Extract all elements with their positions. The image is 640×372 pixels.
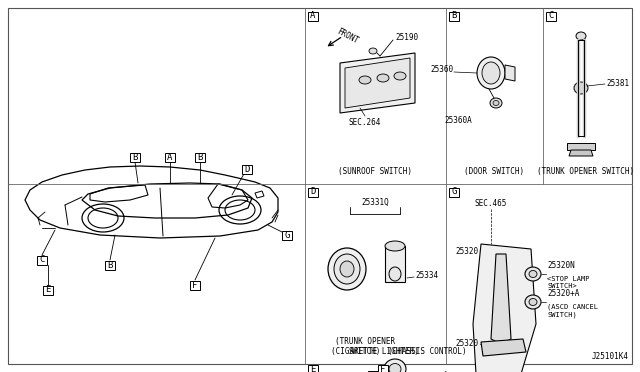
Ellipse shape <box>525 267 541 281</box>
Bar <box>282 231 292 240</box>
Text: 25360A: 25360A <box>444 116 472 125</box>
Ellipse shape <box>529 270 537 278</box>
Polygon shape <box>481 339 526 356</box>
Bar <box>385 246 405 282</box>
Bar <box>195 153 205 161</box>
Ellipse shape <box>529 298 537 305</box>
Bar <box>165 153 175 161</box>
Text: E: E <box>310 365 316 372</box>
Ellipse shape <box>389 267 401 281</box>
Ellipse shape <box>334 254 360 284</box>
Text: (SUNROOF SWITCH): (SUNROOF SWITCH) <box>338 167 412 176</box>
Ellipse shape <box>574 82 588 94</box>
Text: 25320: 25320 <box>456 247 479 257</box>
Polygon shape <box>345 58 410 108</box>
Text: B: B <box>451 12 457 20</box>
Ellipse shape <box>384 359 406 372</box>
Ellipse shape <box>477 57 505 89</box>
Text: 25334: 25334 <box>415 272 438 280</box>
Bar <box>190 280 200 289</box>
Text: B: B <box>132 153 138 161</box>
Text: (DOOR SWITCH): (DOOR SWITCH) <box>464 167 524 176</box>
Text: (CHASSIS CONTROL): (CHASSIS CONTROL) <box>388 347 467 356</box>
Ellipse shape <box>493 100 499 106</box>
Bar <box>308 187 318 196</box>
Text: 25320+A: 25320+A <box>547 289 579 298</box>
Bar <box>130 153 140 161</box>
Bar <box>449 12 459 20</box>
Polygon shape <box>340 53 415 113</box>
Polygon shape <box>491 254 511 344</box>
Bar <box>43 285 53 295</box>
Bar <box>378 365 388 372</box>
Text: FRONT: FRONT <box>335 27 360 45</box>
Text: B: B <box>108 260 113 269</box>
Ellipse shape <box>369 48 377 54</box>
Bar <box>449 187 459 196</box>
Text: E: E <box>45 285 51 295</box>
Ellipse shape <box>377 74 389 82</box>
Bar <box>546 12 556 20</box>
Bar <box>308 365 318 372</box>
Bar <box>242 164 252 173</box>
Ellipse shape <box>340 261 354 277</box>
Text: D: D <box>310 187 316 196</box>
Text: 25381: 25381 <box>606 78 629 87</box>
Polygon shape <box>473 244 536 372</box>
Text: (TRUNK OPENER SWITCH): (TRUNK OPENER SWITCH) <box>538 167 635 176</box>
Text: 25331Q: 25331Q <box>361 198 389 206</box>
Text: SEC.465: SEC.465 <box>475 199 507 208</box>
Text: SEC.264: SEC.264 <box>349 118 381 127</box>
Text: (ASCD CANCEL
SWITCH): (ASCD CANCEL SWITCH) <box>547 304 598 318</box>
Text: 25190: 25190 <box>395 33 418 42</box>
Text: G: G <box>284 231 290 240</box>
Bar <box>308 12 318 20</box>
Text: B: B <box>197 153 203 161</box>
Text: (TRUNK OPENER
SWITCH): (TRUNK OPENER SWITCH) <box>335 337 395 356</box>
Polygon shape <box>569 150 593 156</box>
Bar <box>105 260 115 269</box>
Text: FRONT: FRONT <box>439 371 464 372</box>
Polygon shape <box>567 143 595 150</box>
Text: F: F <box>192 280 198 289</box>
Ellipse shape <box>576 32 586 40</box>
Ellipse shape <box>490 98 502 108</box>
Bar <box>368 371 382 372</box>
Text: A: A <box>167 153 173 161</box>
Ellipse shape <box>482 62 500 84</box>
Text: (CIGARETTE LIGHTER): (CIGARETTE LIGHTER) <box>331 347 419 356</box>
Text: G: G <box>451 187 457 196</box>
Text: C: C <box>548 12 554 20</box>
Text: 25320: 25320 <box>456 340 479 349</box>
Polygon shape <box>505 65 515 81</box>
Text: A: A <box>310 12 316 20</box>
Text: J25101K4: J25101K4 <box>592 352 629 361</box>
Ellipse shape <box>525 295 541 309</box>
Bar <box>37 256 47 264</box>
Text: <STOP LAMP
SWITCH>: <STOP LAMP SWITCH> <box>547 276 589 289</box>
Text: D: D <box>244 164 250 173</box>
Ellipse shape <box>359 76 371 84</box>
Ellipse shape <box>389 363 401 372</box>
Ellipse shape <box>385 241 405 251</box>
Text: C: C <box>39 256 45 264</box>
Text: 25360: 25360 <box>431 65 454 74</box>
Ellipse shape <box>394 72 406 80</box>
Ellipse shape <box>328 248 366 290</box>
Text: 25320N: 25320N <box>547 262 575 270</box>
Text: F: F <box>380 365 386 372</box>
